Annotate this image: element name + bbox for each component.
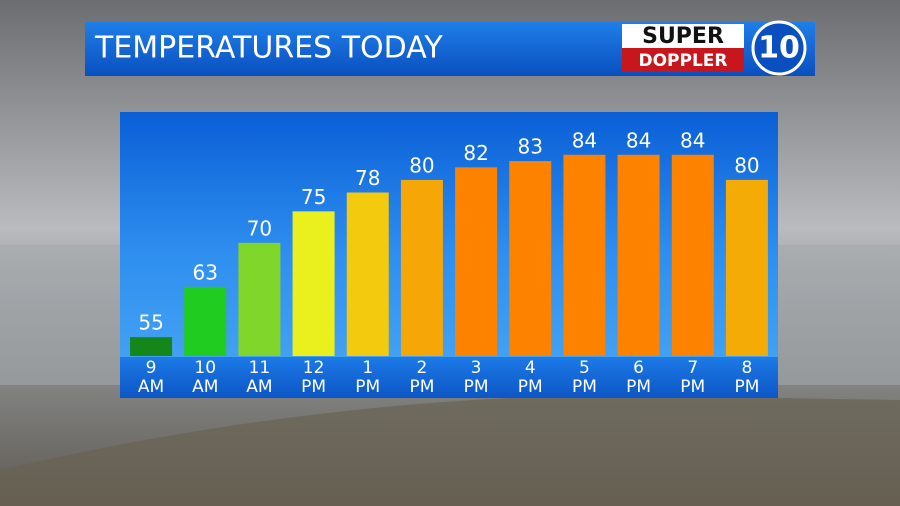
value-label: 82	[463, 141, 488, 165]
value-label: 84	[680, 128, 705, 152]
chart-title: TEMPERATURES TODAY	[94, 31, 443, 66]
x-tick-label: 9 AM	[138, 358, 164, 397]
value-label: 80	[409, 153, 434, 177]
bar	[346, 192, 389, 356]
logo-circle	[751, 20, 807, 76]
x-tick-label: 10 AM	[192, 358, 218, 397]
label-strip	[120, 357, 778, 398]
x-tick-label: 6 PM	[626, 358, 651, 397]
x-tick-label: 3 PM	[464, 358, 489, 397]
x-tick-label: 8 PM	[734, 358, 759, 397]
bar	[617, 154, 660, 356]
value-label: 70	[247, 216, 272, 240]
value-label: 63	[193, 260, 218, 284]
logo: SUPER DOPPLER 10	[622, 20, 807, 76]
value-label: 84	[572, 128, 597, 152]
value-label: 80	[734, 153, 759, 177]
logo-bottom-bg	[622, 48, 744, 72]
logo-bottom: DOPPLER	[638, 51, 727, 71]
value-label: 75	[301, 185, 326, 209]
plot-panel	[120, 112, 778, 398]
x-tick-label: 4 PM	[518, 358, 543, 397]
bar	[292, 211, 335, 356]
bar	[509, 161, 552, 356]
bar	[130, 337, 173, 356]
x-tick-label: 5 PM	[572, 358, 597, 397]
shore	[0, 395, 900, 506]
logo-top-bg	[622, 24, 744, 48]
bar	[671, 154, 714, 356]
x-tick-label: 11 AM	[246, 358, 272, 397]
bar	[563, 154, 606, 356]
value-label: 84	[626, 128, 651, 152]
bar	[400, 179, 443, 356]
x-tick-label: 12 PM	[301, 358, 326, 397]
value-label: 55	[138, 311, 163, 335]
value-label: 78	[355, 166, 380, 190]
x-tick-label: 7 PM	[680, 358, 705, 397]
x-tick-label: 2 PM	[409, 358, 434, 397]
bar	[238, 242, 281, 356]
logo-number: 10	[758, 31, 800, 66]
bar	[455, 167, 498, 356]
bar	[725, 179, 768, 356]
logo-top: SUPER	[642, 24, 724, 49]
x-tick-label: 1 PM	[355, 358, 380, 397]
value-label: 83	[518, 135, 543, 159]
bar	[184, 286, 227, 356]
